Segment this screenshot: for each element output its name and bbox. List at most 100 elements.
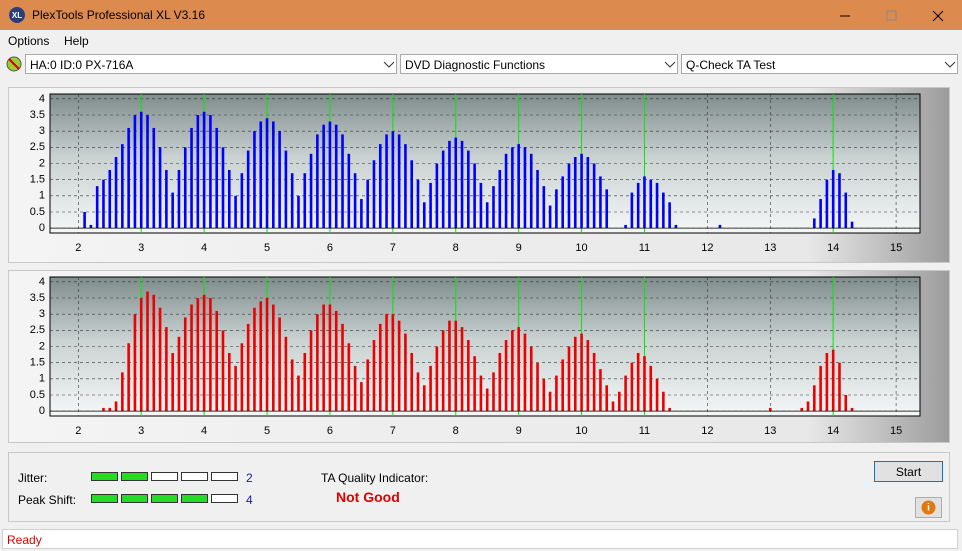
bar xyxy=(548,205,552,229)
x-tick-label: 8 xyxy=(453,242,459,254)
bar xyxy=(360,382,363,412)
bar xyxy=(561,176,564,229)
bar xyxy=(611,401,615,412)
y-tick-label: 0.5 xyxy=(30,389,45,401)
bar xyxy=(240,173,244,229)
bar xyxy=(662,192,665,229)
y-tick-label: 1 xyxy=(39,373,45,385)
bar xyxy=(517,144,520,229)
drive-select[interactable]: HA:0 ID:0 PX-716A xyxy=(25,54,397,74)
bar xyxy=(410,160,414,229)
bar xyxy=(580,153,583,229)
bar xyxy=(158,307,162,412)
bar xyxy=(448,320,451,412)
start-button[interactable]: Start xyxy=(874,461,943,482)
bar xyxy=(158,147,162,229)
bar xyxy=(523,147,527,229)
menu-item[interactable]: Options xyxy=(8,34,50,48)
bar xyxy=(422,385,426,412)
bar xyxy=(511,330,514,412)
bar xyxy=(303,352,307,412)
bar xyxy=(177,336,181,412)
x-tick-label: 9 xyxy=(516,242,522,254)
bar xyxy=(309,153,313,229)
bar xyxy=(850,407,854,412)
bar xyxy=(768,407,772,412)
bar xyxy=(303,173,307,229)
bar xyxy=(674,224,678,229)
bar xyxy=(284,336,288,412)
bar xyxy=(454,137,458,229)
x-tick-label: 14 xyxy=(827,242,839,254)
bar xyxy=(410,352,414,412)
bar xyxy=(467,340,470,412)
bar xyxy=(624,224,627,229)
meter-segment xyxy=(151,494,178,503)
bar xyxy=(108,169,112,229)
bar xyxy=(341,134,344,229)
y-tick-label: 1 xyxy=(39,190,45,202)
bar xyxy=(290,359,294,412)
bar xyxy=(718,224,722,229)
y-tick-label: 0 xyxy=(39,222,45,234)
bar xyxy=(536,169,539,229)
bar xyxy=(133,115,137,229)
function-text: DVD Diagnostic Functions xyxy=(405,58,546,72)
peak-shift-value: 4 xyxy=(246,493,253,507)
bar xyxy=(246,150,250,229)
bar xyxy=(272,304,275,412)
bar xyxy=(586,157,590,229)
svg-text:XL: XL xyxy=(12,11,22,20)
bar xyxy=(630,362,634,412)
function-select[interactable]: DVD Diagnostic Functions xyxy=(400,54,678,74)
bar xyxy=(404,144,407,229)
bar xyxy=(800,407,804,412)
bar xyxy=(844,394,848,412)
bar xyxy=(416,179,420,229)
info-button[interactable]: i xyxy=(915,497,942,518)
title-bar: XL PlexTools Professional XL V3.16 xyxy=(0,0,962,30)
bar xyxy=(259,301,263,412)
window-controls[interactable] xyxy=(830,8,955,24)
bar xyxy=(133,314,137,412)
test-select[interactable]: Q-Check TA Test xyxy=(681,54,958,74)
bar xyxy=(492,186,495,229)
menu-item[interactable]: Help xyxy=(64,34,89,48)
bar xyxy=(825,179,829,229)
bar xyxy=(662,391,665,412)
meter-segment xyxy=(211,472,238,481)
bar xyxy=(605,189,609,229)
app-icon: XL xyxy=(9,7,25,23)
bar xyxy=(360,199,363,229)
bar xyxy=(580,333,583,412)
bar xyxy=(435,163,439,229)
y-tick-label: 2 xyxy=(39,340,45,352)
bar xyxy=(504,153,508,229)
bar xyxy=(316,134,319,229)
bar xyxy=(139,298,143,412)
window-title: PlexTools Professional XL V3.16 xyxy=(32,8,205,22)
bar xyxy=(297,375,300,412)
bar xyxy=(485,388,489,412)
ta-quality-result: Not Good xyxy=(336,489,400,505)
bar xyxy=(127,343,130,412)
bar xyxy=(259,121,263,229)
y-tick-label: 4 xyxy=(39,276,45,288)
y-tick-label: 4 xyxy=(39,93,45,105)
bar xyxy=(636,352,640,412)
y-tick-label: 2 xyxy=(39,157,45,169)
bar xyxy=(404,333,407,412)
x-tick-label: 10 xyxy=(575,425,587,437)
bar xyxy=(819,365,822,412)
bar xyxy=(171,352,174,412)
jitter-meter xyxy=(91,472,238,481)
bar xyxy=(139,111,143,229)
bar xyxy=(529,346,533,412)
bar xyxy=(353,173,357,229)
x-tick-label: 12 xyxy=(701,242,713,254)
bar xyxy=(536,362,539,412)
bar xyxy=(190,127,193,229)
bar xyxy=(316,314,319,412)
bar xyxy=(397,134,401,229)
